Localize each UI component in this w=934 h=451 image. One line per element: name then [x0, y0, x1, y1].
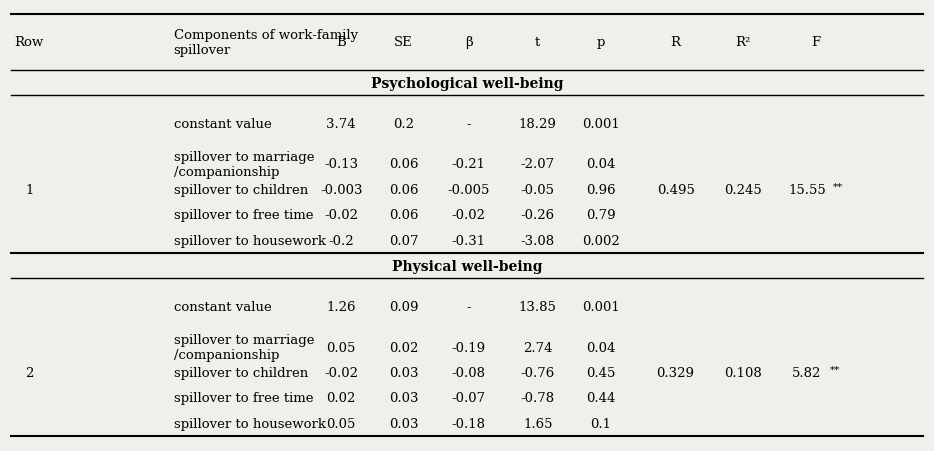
Text: 1.26: 1.26 [327, 300, 356, 313]
Text: 0.06: 0.06 [389, 184, 418, 197]
Text: -0.26: -0.26 [521, 209, 555, 222]
Text: **: ** [830, 365, 841, 374]
Text: 0.329: 0.329 [657, 366, 695, 379]
Text: 0.02: 0.02 [389, 341, 418, 354]
Text: spillover to marriage
/companionship: spillover to marriage /companionship [174, 151, 314, 179]
Text: constant value: constant value [174, 118, 272, 130]
Text: 1: 1 [25, 184, 34, 197]
Text: -0.02: -0.02 [324, 366, 359, 379]
Text: -0.31: -0.31 [452, 234, 486, 247]
Text: 18.29: 18.29 [518, 118, 557, 130]
Text: β: β [465, 36, 473, 49]
Text: Physical well-being: Physical well-being [391, 259, 543, 273]
Text: constant value: constant value [174, 300, 272, 313]
Text: spillover to children: spillover to children [174, 184, 308, 197]
Text: 2: 2 [25, 366, 34, 379]
Text: 0.1: 0.1 [590, 417, 612, 430]
Text: 0.02: 0.02 [327, 391, 356, 405]
Text: -0.003: -0.003 [320, 184, 362, 197]
Text: spillover to free time: spillover to free time [174, 209, 313, 222]
Text: -0.02: -0.02 [324, 209, 359, 222]
Text: **: ** [833, 183, 843, 191]
Text: 0.06: 0.06 [389, 209, 418, 222]
Text: spillover to housework: spillover to housework [174, 234, 326, 247]
Text: 2.74: 2.74 [523, 341, 553, 354]
Text: R²: R² [735, 36, 750, 49]
Text: Components of work-family
spillover: Components of work-family spillover [174, 29, 358, 57]
Text: Psychological well-being: Psychological well-being [371, 76, 563, 90]
Text: 0.79: 0.79 [587, 209, 616, 222]
Text: 0.05: 0.05 [327, 417, 356, 430]
Text: R: R [671, 36, 681, 49]
Text: 0.04: 0.04 [587, 158, 616, 171]
Text: -2.07: -2.07 [521, 158, 555, 171]
Text: SE: SE [394, 36, 413, 49]
Text: -: - [467, 300, 471, 313]
Text: -3.08: -3.08 [521, 234, 555, 247]
Text: 5.82: 5.82 [792, 366, 822, 379]
Text: -0.02: -0.02 [452, 209, 486, 222]
Text: 0.45: 0.45 [587, 366, 616, 379]
Text: B: B [336, 36, 347, 49]
Text: 0.2: 0.2 [393, 118, 414, 130]
Text: -0.08: -0.08 [452, 366, 486, 379]
Text: 0.09: 0.09 [389, 300, 418, 313]
Text: 0.96: 0.96 [587, 184, 616, 197]
Text: -0.76: -0.76 [520, 366, 555, 379]
Text: -0.05: -0.05 [521, 184, 555, 197]
Text: 0.05: 0.05 [327, 341, 356, 354]
Text: 0.495: 0.495 [657, 184, 695, 197]
Text: 3.74: 3.74 [327, 118, 356, 130]
Text: spillover to housework: spillover to housework [174, 417, 326, 430]
Text: 0.06: 0.06 [389, 158, 418, 171]
Text: -0.18: -0.18 [452, 417, 486, 430]
Text: 0.001: 0.001 [582, 118, 620, 130]
Text: -0.07: -0.07 [452, 391, 486, 405]
Text: 0.108: 0.108 [724, 366, 761, 379]
Text: p: p [597, 36, 605, 49]
Text: 0.03: 0.03 [389, 391, 418, 405]
Text: t: t [535, 36, 541, 49]
Text: -0.005: -0.005 [447, 184, 490, 197]
Text: -0.21: -0.21 [452, 158, 486, 171]
Text: 13.85: 13.85 [518, 300, 557, 313]
Text: 0.03: 0.03 [389, 366, 418, 379]
Text: 1.65: 1.65 [523, 417, 553, 430]
Text: 0.002: 0.002 [582, 234, 620, 247]
Text: 0.04: 0.04 [587, 341, 616, 354]
Text: Row: Row [15, 36, 44, 49]
Text: F: F [812, 36, 821, 49]
Text: -0.13: -0.13 [324, 158, 359, 171]
Text: spillover to children: spillover to children [174, 366, 308, 379]
Text: -: - [467, 118, 471, 130]
Text: 0.001: 0.001 [582, 300, 620, 313]
Text: spillover to free time: spillover to free time [174, 391, 313, 405]
Text: -0.78: -0.78 [521, 391, 555, 405]
Text: 15.55: 15.55 [788, 184, 826, 197]
Text: 0.03: 0.03 [389, 417, 418, 430]
Text: -0.2: -0.2 [329, 234, 354, 247]
Text: spillover to marriage
/companionship: spillover to marriage /companionship [174, 333, 314, 361]
Text: 0.07: 0.07 [389, 234, 418, 247]
Text: 0.245: 0.245 [724, 184, 761, 197]
Text: -0.19: -0.19 [452, 341, 486, 354]
Text: 0.44: 0.44 [587, 391, 616, 405]
